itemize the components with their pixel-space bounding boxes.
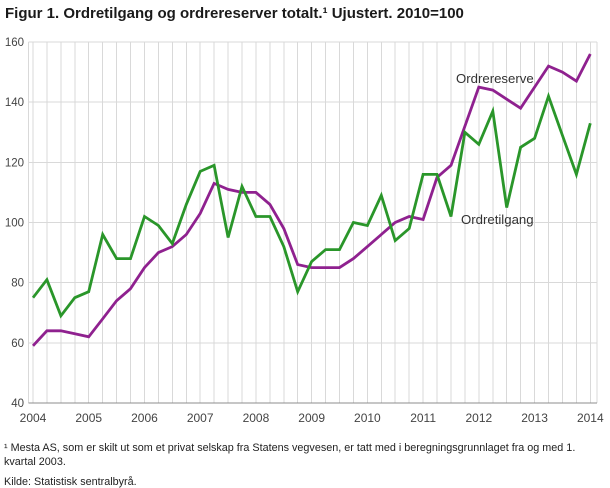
y-tick-label: 140 bbox=[5, 97, 24, 109]
line-chart: 40 60 80 100 120 140 160 2004 2005 2006 2007 2008 20… bbox=[5, 37, 604, 425]
ordrereserve-line bbox=[31, 53, 592, 347]
figure-notes: ¹ Mesta AS, som er skilt ut som et priva… bbox=[4, 441, 608, 488]
x-tick-label: 2011 bbox=[410, 411, 436, 425]
x-tick-label: 2012 bbox=[465, 411, 492, 425]
series-label-ordrereserve: Ordrereserve bbox=[456, 71, 534, 86]
x-tick-label: 2010 bbox=[354, 411, 381, 425]
y-tick-label: 80 bbox=[11, 278, 24, 290]
x-tick-label: 2009 bbox=[298, 411, 325, 425]
x-tick-label: 2008 bbox=[243, 411, 270, 425]
y-tick-label: 120 bbox=[5, 157, 24, 169]
x-tick-label: 2005 bbox=[75, 411, 102, 425]
figure-title: Figur 1. Ordretilgang og ordrereserver t… bbox=[5, 5, 464, 22]
x-tick-label: 2013 bbox=[521, 411, 548, 425]
x-tick-label: 2007 bbox=[187, 411, 214, 425]
y-tick-label: 40 bbox=[11, 398, 24, 410]
x-tick-label: 2014 bbox=[577, 411, 604, 425]
gridlines bbox=[28, 41, 598, 403]
series-lines bbox=[31, 53, 592, 347]
footnote: ¹ Mesta AS, som er skilt ut som et priva… bbox=[4, 442, 576, 469]
y-tick-label: 100 bbox=[5, 218, 24, 230]
y-tick-label: 160 bbox=[5, 37, 24, 49]
source-line: Kilde: Statistisk sentralbyrå. bbox=[4, 475, 137, 488]
x-tick-label: 2004 bbox=[20, 411, 47, 425]
ordretilgang-line bbox=[31, 91, 592, 319]
series-annotations: Ordrereserve Ordretilgang bbox=[456, 71, 534, 227]
y-tick-label: 60 bbox=[11, 338, 24, 350]
tick-labels: 40 60 80 100 120 140 160 2004 2005 2006 2007 2008 20… bbox=[5, 37, 604, 425]
series-label-ordretilgang: Ordretilgang bbox=[461, 212, 534, 227]
x-tick-label: 2006 bbox=[131, 411, 158, 425]
